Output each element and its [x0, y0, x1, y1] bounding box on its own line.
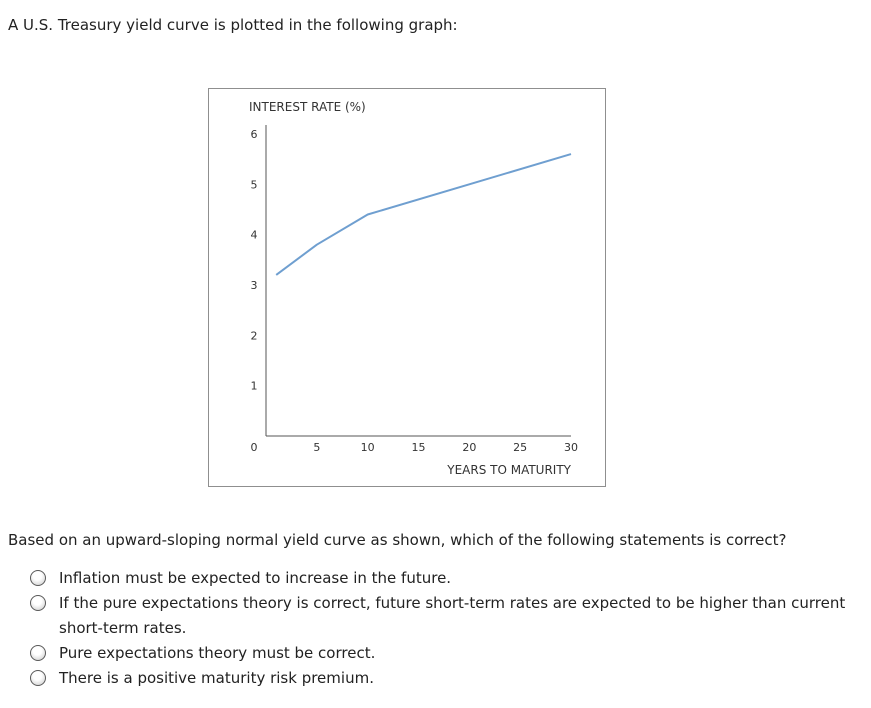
y-tick-label: 0	[251, 441, 258, 454]
x-tick-label: 5	[313, 441, 320, 454]
x-tick-label: 10	[361, 441, 375, 454]
radio-button-icon[interactable]	[30, 670, 46, 686]
y-tick-label: 6	[251, 128, 258, 141]
answer-option-label: Inflation must be expected to increase i…	[59, 569, 452, 587]
radio-button-icon[interactable]	[30, 645, 46, 661]
y-tick-label: 5	[251, 178, 258, 191]
y-tick-labels: 6 5 4 3 2 1 0	[251, 128, 258, 454]
answer-option-4[interactable]: There is a positive maturity risk premiu…	[30, 666, 860, 691]
answer-option-3[interactable]: Pure expectations theory must be correct…	[30, 641, 860, 666]
intro-text: A U.S. Treasury yield curve is plotted i…	[8, 16, 458, 34]
yield-curve-line	[275, 153, 572, 276]
answer-option-label: There is a positive maturity risk premiu…	[59, 669, 374, 687]
x-tick-label: 20	[462, 441, 476, 454]
x-tick-label: 25	[513, 441, 527, 454]
y-axis-title: INTEREST RATE (%)	[249, 100, 366, 114]
x-tick-labels: 5 10 15 20 25 30	[313, 441, 578, 454]
x-axis-title: YEARS TO MATURITY	[446, 463, 571, 477]
y-tick-label: 2	[251, 329, 258, 342]
series-layer	[275, 153, 572, 276]
answer-option-1[interactable]: Inflation must be expected to increase i…	[30, 566, 860, 591]
answer-options: Inflation must be expected to increase i…	[30, 566, 860, 691]
answer-option-2[interactable]: If the pure expectations theory is corre…	[30, 591, 860, 641]
radio-button-icon[interactable]	[30, 570, 46, 586]
x-tick-label: 15	[412, 441, 426, 454]
radio-button-icon[interactable]	[30, 595, 46, 611]
yield-curve-chart: INTEREST RATE (%) YEARS TO MATURITY 6 5 4 3…	[208, 88, 606, 487]
question-text: Based on an upward-sloping normal yield …	[8, 531, 787, 549]
y-tick-label: 1	[251, 380, 258, 393]
y-tick-label: 4	[251, 229, 258, 242]
y-tick-label: 3	[251, 279, 258, 292]
x-tick-label: 30	[564, 441, 578, 454]
chart-canvas: INTEREST RATE (%) YEARS TO MATURITY 6 5 4 3…	[249, 100, 578, 477]
answer-option-label: If the pure expectations theory is corre…	[59, 594, 846, 637]
answer-option-label: Pure expectations theory must be correct…	[59, 644, 376, 662]
